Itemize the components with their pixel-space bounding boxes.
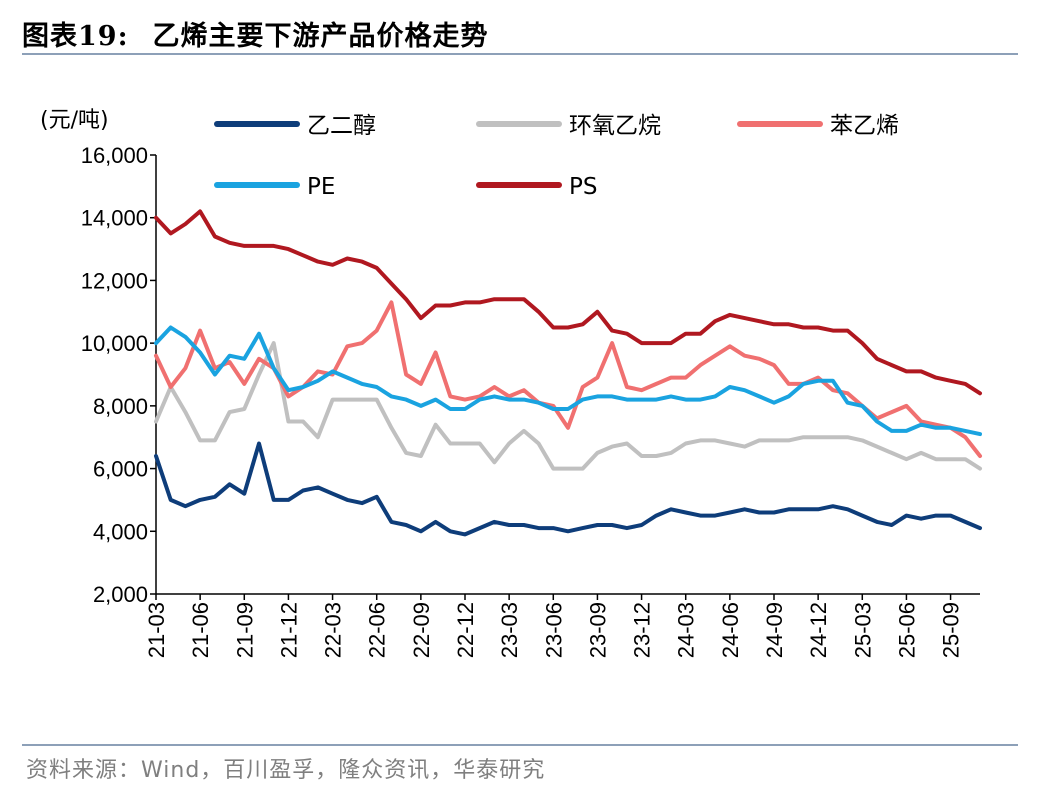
legend-label-0: 乙二醇 (307, 113, 376, 139)
x-tick-label: 23-12 (630, 602, 655, 658)
x-tick-label: 25-03 (850, 602, 875, 658)
series-line-1 (154, 341, 982, 471)
y-tick-label: 2,000 (93, 582, 148, 607)
x-tick-label: 22-12 (453, 602, 478, 658)
x-tick-label: 21-12 (276, 602, 301, 658)
x-tick-label: 21-03 (144, 602, 169, 658)
x-tick-label: 21-09 (232, 602, 257, 658)
chart-legend: 乙二醇 环氧乙烷 苯乙烯 PE PS (214, 113, 899, 200)
x-tick-label: 24-06 (718, 602, 743, 658)
series-line-3 (154, 325, 982, 437)
y-axis-ticks: 2,000 4,000 6,000 8,000 10,000 12,000 14,000 16… (81, 143, 156, 607)
legend-label-1: 环氧乙烷 (569, 113, 661, 139)
figure-title-text: 乙烯主要下游产品价格走势 (152, 21, 489, 52)
x-tick-label: 23-06 (541, 602, 566, 658)
y-tick-label: 4,000 (93, 519, 148, 544)
x-tick-label: 24-09 (762, 602, 787, 658)
y-tick-label: 12,000 (81, 268, 148, 293)
y-tick-label: 10,000 (81, 331, 148, 356)
x-tick-label: 22-03 (321, 602, 346, 658)
y-tick-label: 6,000 (93, 457, 148, 482)
x-tick-label: 25-06 (894, 602, 919, 658)
series-lines (154, 209, 982, 537)
x-tick-label: 23-03 (497, 602, 522, 658)
x-tick-label: 22-06 (365, 602, 390, 658)
figure-number: 图表19: (22, 21, 129, 52)
x-axis-ticks: 21-03 21-06 21-09 21-12 22-03 22-06 22-09 22-12… (144, 594, 964, 658)
x-tick-label: 23-09 (585, 602, 610, 658)
figure-title: 图表19: 乙烯主要下游产品价格走势 (22, 14, 489, 53)
x-tick-label: 24-03 (674, 602, 699, 658)
y-axis-unit-label: (元/吨) (40, 108, 109, 133)
x-tick-label: 24-12 (806, 602, 831, 658)
footer-divider (22, 744, 1018, 746)
y-tick-label: 8,000 (93, 394, 148, 419)
legend-label-3: PE (307, 174, 335, 200)
legend-label-4: PS (569, 174, 597, 200)
legend-label-2: 苯乙烯 (830, 113, 899, 139)
series-line-4 (154, 209, 982, 396)
title-divider (22, 53, 1018, 55)
series-line-0 (154, 441, 982, 537)
x-tick-label: 25-09 (939, 602, 964, 658)
y-tick-label: 16,000 (81, 143, 148, 168)
y-tick-label: 14,000 (81, 206, 148, 231)
x-tick-label: 21-06 (188, 602, 213, 658)
x-tick-label: 22-09 (409, 602, 434, 658)
source-note: 资料来源：Wind，百川盈孚，隆众资讯，华泰研究 (26, 758, 546, 783)
chart-axes (155, 155, 980, 595)
